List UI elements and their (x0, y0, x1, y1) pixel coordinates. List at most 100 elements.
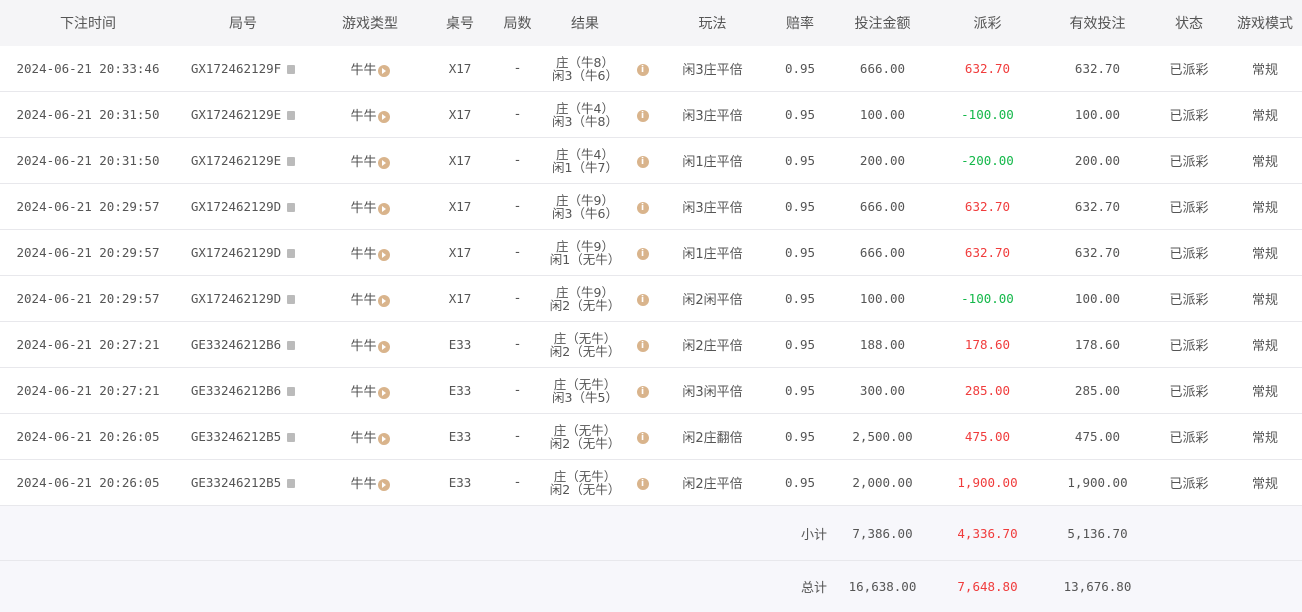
result-banker: 庄（牛9） (546, 240, 624, 253)
odds: 0.95 (765, 230, 835, 276)
game-mode: 常规 (1228, 276, 1302, 322)
copy-icon[interactable] (287, 65, 295, 74)
bet-amount: 100.00 (835, 92, 930, 138)
play-type: 闲2庄翻倍 (660, 414, 765, 460)
info-icon[interactable]: i (637, 202, 649, 214)
game-type-cell: 牛牛 (310, 460, 430, 506)
play-icon[interactable] (378, 111, 390, 123)
result-banker: 庄（无牛） (546, 470, 624, 483)
round-count: - (490, 92, 545, 138)
copy-icon[interactable] (287, 433, 295, 442)
round-id-cell: GX172462129D (176, 184, 310, 230)
copy-icon[interactable] (287, 295, 295, 304)
status: 已派彩 (1150, 322, 1228, 368)
info-icon[interactable]: i (637, 110, 649, 122)
play-type: 闲3庄平倍 (660, 92, 765, 138)
game-mode: 常规 (1228, 322, 1302, 368)
copy-icon[interactable] (287, 111, 295, 120)
play-type: 闲2庄平倍 (660, 322, 765, 368)
table-number: E33 (430, 460, 490, 506)
info-icon[interactable]: i (637, 478, 649, 490)
valid-bet: 100.00 (1045, 92, 1150, 138)
game-mode: 常规 (1228, 92, 1302, 138)
odds: 0.95 (765, 276, 835, 322)
play-icon[interactable] (378, 249, 390, 261)
result: 庄（无牛）闲2（无牛） (545, 414, 625, 460)
game-mode: 常规 (1228, 138, 1302, 184)
subtotal-row: 小计 7,386.00 4,336.70 5,136.70 (0, 506, 1302, 561)
table-number: X17 (430, 92, 490, 138)
bet-time: 2024-06-21 20:33:46 (0, 46, 176, 92)
column-header: 赔率 (765, 0, 835, 46)
table-row: 2024-06-21 20:26:05 GE33246212B5 牛牛 E33 … (0, 460, 1302, 506)
play-icon[interactable] (378, 479, 390, 491)
info-icon[interactable]: i (637, 340, 649, 352)
round-id-cell: GX172462129D (176, 230, 310, 276)
table-number: X17 (430, 46, 490, 92)
status: 已派彩 (1150, 46, 1228, 92)
table-header: 下注时间局号游戏类型桌号局数结果玩法赔率投注金额派彩有效投注状态游戏模式 (0, 0, 1302, 46)
bet-time: 2024-06-21 20:31:50 (0, 138, 176, 184)
play-type: 闲2闲平倍 (660, 276, 765, 322)
column-header: 有效投注 (1045, 0, 1150, 46)
payout: 475.00 (930, 414, 1045, 460)
copy-icon[interactable] (287, 157, 295, 166)
game-type-cell: 牛牛 (310, 368, 430, 414)
result-player: 闲1（无牛） (546, 253, 624, 266)
play-icon[interactable] (378, 387, 390, 399)
game-type-cell: 牛牛 (310, 46, 430, 92)
total-valid: 13,676.80 (1045, 561, 1150, 612)
play-icon[interactable] (378, 203, 390, 215)
game-type-cell: 牛牛 (310, 138, 430, 184)
copy-icon[interactable] (287, 479, 295, 488)
round-count: - (490, 368, 545, 414)
total-label: 总计 (660, 561, 835, 612)
round-id: GE33246212B5 (191, 475, 281, 490)
column-header: 局数 (490, 0, 545, 46)
round-id: GX172462129E (191, 107, 281, 122)
round-id: GE33246212B6 (191, 337, 281, 352)
table-row: 2024-06-21 20:31:50 GX172462129E 牛牛 X17 … (0, 92, 1302, 138)
info-icon[interactable]: i (637, 294, 649, 306)
round-id: GX172462129D (191, 291, 281, 306)
odds: 0.95 (765, 138, 835, 184)
copy-icon[interactable] (287, 341, 295, 350)
round-id-cell: GX172462129E (176, 138, 310, 184)
game-type: 牛牛 (350, 477, 376, 492)
payout: -100.00 (930, 92, 1045, 138)
table-number: X17 (430, 184, 490, 230)
bet-amount: 100.00 (835, 276, 930, 322)
result-banker: 庄（牛4） (546, 102, 624, 115)
game-type-cell: 牛牛 (310, 230, 430, 276)
game-type: 牛牛 (350, 109, 376, 124)
valid-bet: 285.00 (1045, 368, 1150, 414)
play-icon[interactable] (378, 157, 390, 169)
game-type: 牛牛 (350, 293, 376, 308)
play-icon[interactable] (378, 433, 390, 445)
play-icon[interactable] (378, 65, 390, 77)
bet-amount: 666.00 (835, 184, 930, 230)
bet-amount: 300.00 (835, 368, 930, 414)
odds: 0.95 (765, 322, 835, 368)
copy-icon[interactable] (287, 387, 295, 396)
bet-time: 2024-06-21 20:26:05 (0, 414, 176, 460)
bet-amount: 2,000.00 (835, 460, 930, 506)
info-icon[interactable]: i (637, 64, 649, 76)
status: 已派彩 (1150, 230, 1228, 276)
table-row: 2024-06-21 20:31:50 GX172462129E 牛牛 X17 … (0, 138, 1302, 184)
info-icon[interactable]: i (637, 386, 649, 398)
bet-time: 2024-06-21 20:29:57 (0, 184, 176, 230)
play-icon[interactable] (378, 295, 390, 307)
column-header: 玩法 (660, 0, 765, 46)
payout: 632.70 (930, 46, 1045, 92)
play-icon[interactable] (378, 341, 390, 353)
copy-icon[interactable] (287, 249, 295, 258)
bet-amount: 2,500.00 (835, 414, 930, 460)
info-icon[interactable]: i (637, 156, 649, 168)
copy-icon[interactable] (287, 203, 295, 212)
info-icon[interactable]: i (637, 432, 649, 444)
info-icon[interactable]: i (637, 248, 649, 260)
game-type: 牛牛 (350, 431, 376, 446)
play-type: 闲3庄平倍 (660, 46, 765, 92)
